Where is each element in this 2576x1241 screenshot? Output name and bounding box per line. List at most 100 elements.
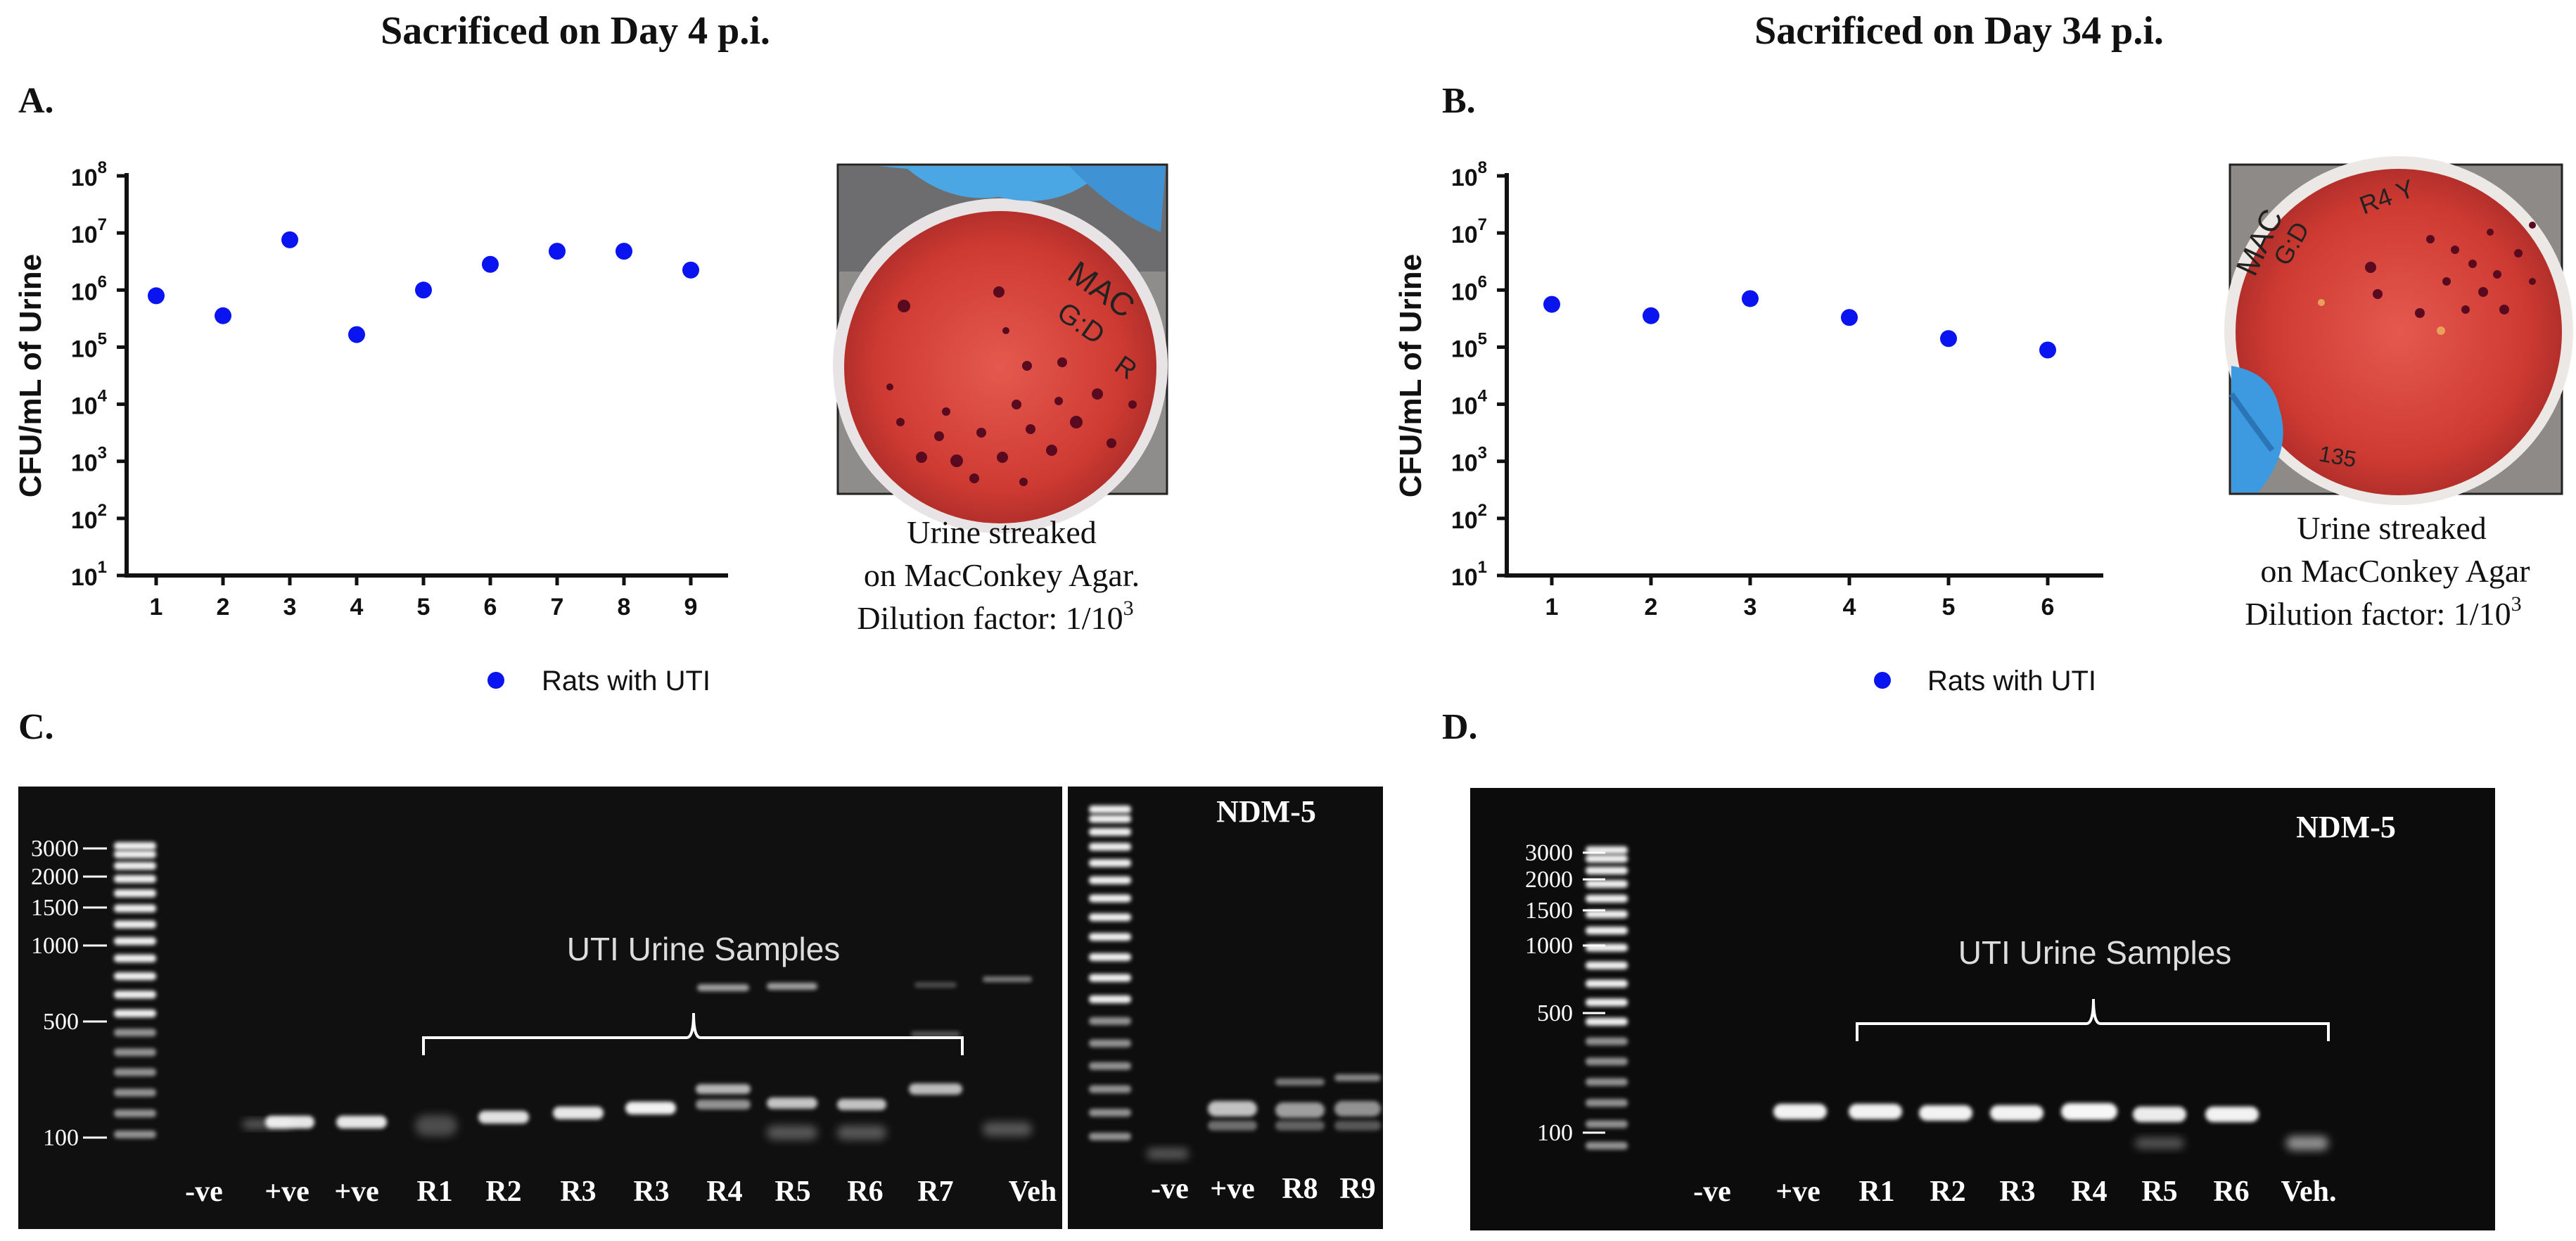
chart-a-y-tick-label: 107: [71, 215, 107, 248]
title-right: Sacrificed on Day 34 p.i.: [1754, 9, 2164, 53]
chart-a: 108 107 106 105 104 103 102 101 1 2 3 4 5 6 7 8 9 CFU/mL …: [13, 158, 728, 620]
gel-d-label: NDM-5: [2296, 810, 2396, 844]
gel-d-ladder-band: [1586, 961, 1628, 969]
gel-c-ladder-band: [114, 850, 156, 858]
gel-c-band: [983, 1122, 1032, 1136]
gel-d-ladder-band: [1586, 927, 1628, 935]
gel-c-lane-label: R3: [633, 1176, 669, 1208]
chart-a-data-point: [482, 255, 499, 273]
chart-a-y-axis-label: CFU/mL of Urine: [13, 254, 48, 497]
gel-d-band: [1773, 1104, 1827, 1119]
chart-b-data-point: [1643, 307, 1659, 324]
gel-d-ladder-band: [1586, 910, 1628, 918]
gel-c-ladder-band: [114, 1029, 156, 1037]
chart-a-data-point: [616, 243, 632, 260]
chart-b-data-point: [2039, 341, 2056, 359]
gel-c-lane-label: R4: [706, 1176, 742, 1208]
gel-c-inset-ladder-band: [1089, 953, 1131, 961]
chart-a-x-tick-label: 4: [350, 594, 364, 620]
gel-c-ladder-band: [114, 1088, 156, 1097]
gel-d-band: [2133, 1107, 2186, 1122]
gel-c-ladder-size-label: 1500: [31, 895, 79, 921]
gel-d-band: [2061, 1103, 2117, 1120]
chart-b-y-tick-label: 104: [1451, 387, 1488, 420]
gel-c-inset-lane-label: R9: [1339, 1173, 1375, 1205]
panel-label-a: A.: [18, 81, 54, 121]
chart-b: 108 107 106 105 104 103 102 101 1 2 3 4 5 6 CFU/mL of …: [1394, 158, 2103, 620]
caption-a-line1: Urine streaked: [907, 514, 1097, 550]
gel-d-ladder-band: [1586, 998, 1628, 1007]
gel-d-ladder-band: [1586, 866, 1628, 874]
gel-c-band: [914, 982, 957, 988]
chart-a-y-tick-label: 101: [71, 558, 107, 591]
gel-c-bracket: [422, 1012, 964, 1055]
chart-a-x-tick-label: 5: [417, 594, 431, 620]
legend-a-label: Rats with UTI: [542, 666, 710, 696]
gel-d-band: [1990, 1105, 2043, 1121]
panel-label-c: C.: [18, 707, 54, 747]
gel-c-band: [697, 984, 749, 991]
gel-d-ladder-band: [1586, 1120, 1628, 1128]
gel-c-inset-ladder-band: [1089, 1017, 1131, 1025]
chart-a-y-tick-label: 108: [71, 158, 107, 191]
panel-label-d: D.: [1442, 707, 1478, 747]
gel-d-lane-label: R6: [2213, 1176, 2249, 1208]
chart-b-y-tick-label: 103: [1451, 444, 1487, 477]
gel-c-lane-label: R5: [774, 1176, 810, 1208]
gel-c-ladder-band: [114, 1009, 156, 1017]
gel-c-inset-ladder-band: [1089, 828, 1131, 836]
gel-c-inset-ladder-band: [1089, 843, 1131, 851]
agar-plate-photo-b: MAC G:D R4 Y 135: [2224, 156, 2573, 505]
chart-b-x-tick-label: 2: [1645, 594, 1658, 620]
gel-d-ladder-band: [1586, 1017, 1628, 1026]
gel-c-inset-ladder-band: [1089, 876, 1131, 884]
gel-c-lane-label: -ve: [185, 1176, 223, 1208]
agar-plate-photo-a: MAC G:D R: [833, 163, 1168, 533]
gel-c-band: [625, 1102, 676, 1114]
gel-d-lane-label: Veh.: [2281, 1176, 2337, 1208]
chart-b-x-tick-label: 3: [1744, 594, 1757, 620]
gel-d-ladder-band: [1586, 1142, 1628, 1150]
chart-a-x-tick-label: 7: [551, 594, 564, 620]
chart-b-x-tick-label: 5: [1942, 594, 1956, 620]
chart-b-data-point: [1543, 295, 1560, 313]
gel-c-ladder-band: [114, 862, 156, 870]
chart-b-data-point: [1742, 290, 1759, 307]
legend-b: Rats with UTI: [1874, 666, 2096, 696]
caption-a-line2: on MacConkey Agar.: [864, 557, 1140, 593]
gel-c-band: [909, 1083, 962, 1095]
gel-d-lane-label: R5: [2141, 1176, 2177, 1208]
gel-d-ladder-size-label: 2000: [1525, 867, 1573, 893]
gel-c-inset-band: [1275, 1078, 1325, 1086]
gel-c-band: [837, 1126, 886, 1140]
gel-d-lane-label: R4: [2071, 1176, 2107, 1208]
gel-c-band: [767, 1126, 817, 1140]
gel-c-inset-label: NDM-5: [1216, 794, 1316, 829]
gel-c-ladder-band: [114, 1109, 156, 1118]
gel-d-ladder-band: [1586, 880, 1628, 889]
gel-c-ladder-band: [114, 1131, 156, 1138]
chart-b-y-tick-label: 108: [1451, 158, 1487, 191]
gel-c-inset-band: [1334, 1101, 1381, 1116]
chart-a-x-tick-label: 3: [283, 594, 297, 620]
gel-c-inset-band: [1147, 1148, 1189, 1159]
gel-c-ladder-band: [114, 937, 156, 946]
gel-d-ladder-size-label: 500: [1537, 1000, 1573, 1026]
gel-c-inset-ladder-band: [1089, 815, 1131, 823]
gel-c-inset-ladder-band: [1089, 1133, 1131, 1140]
gel-c-band: [983, 976, 1032, 982]
chart-a-x-tick-label: 8: [618, 594, 631, 620]
chart-b-y-tick-label: 101: [1451, 558, 1487, 591]
chart-a-x-tick-label: 1: [150, 594, 163, 620]
chart-a-y-tick-label: 106: [71, 272, 107, 305]
gel-d-lane-label: +ve: [1775, 1176, 1821, 1208]
chart-a-data-point: [348, 326, 365, 343]
gel-d-ladder-size-label: 1000: [1525, 933, 1573, 959]
gel-d-ladder-band: [1586, 855, 1628, 863]
gel-d-ladder-size-label: 100: [1537, 1120, 1573, 1146]
gel-c-ladder-band: [114, 889, 156, 898]
